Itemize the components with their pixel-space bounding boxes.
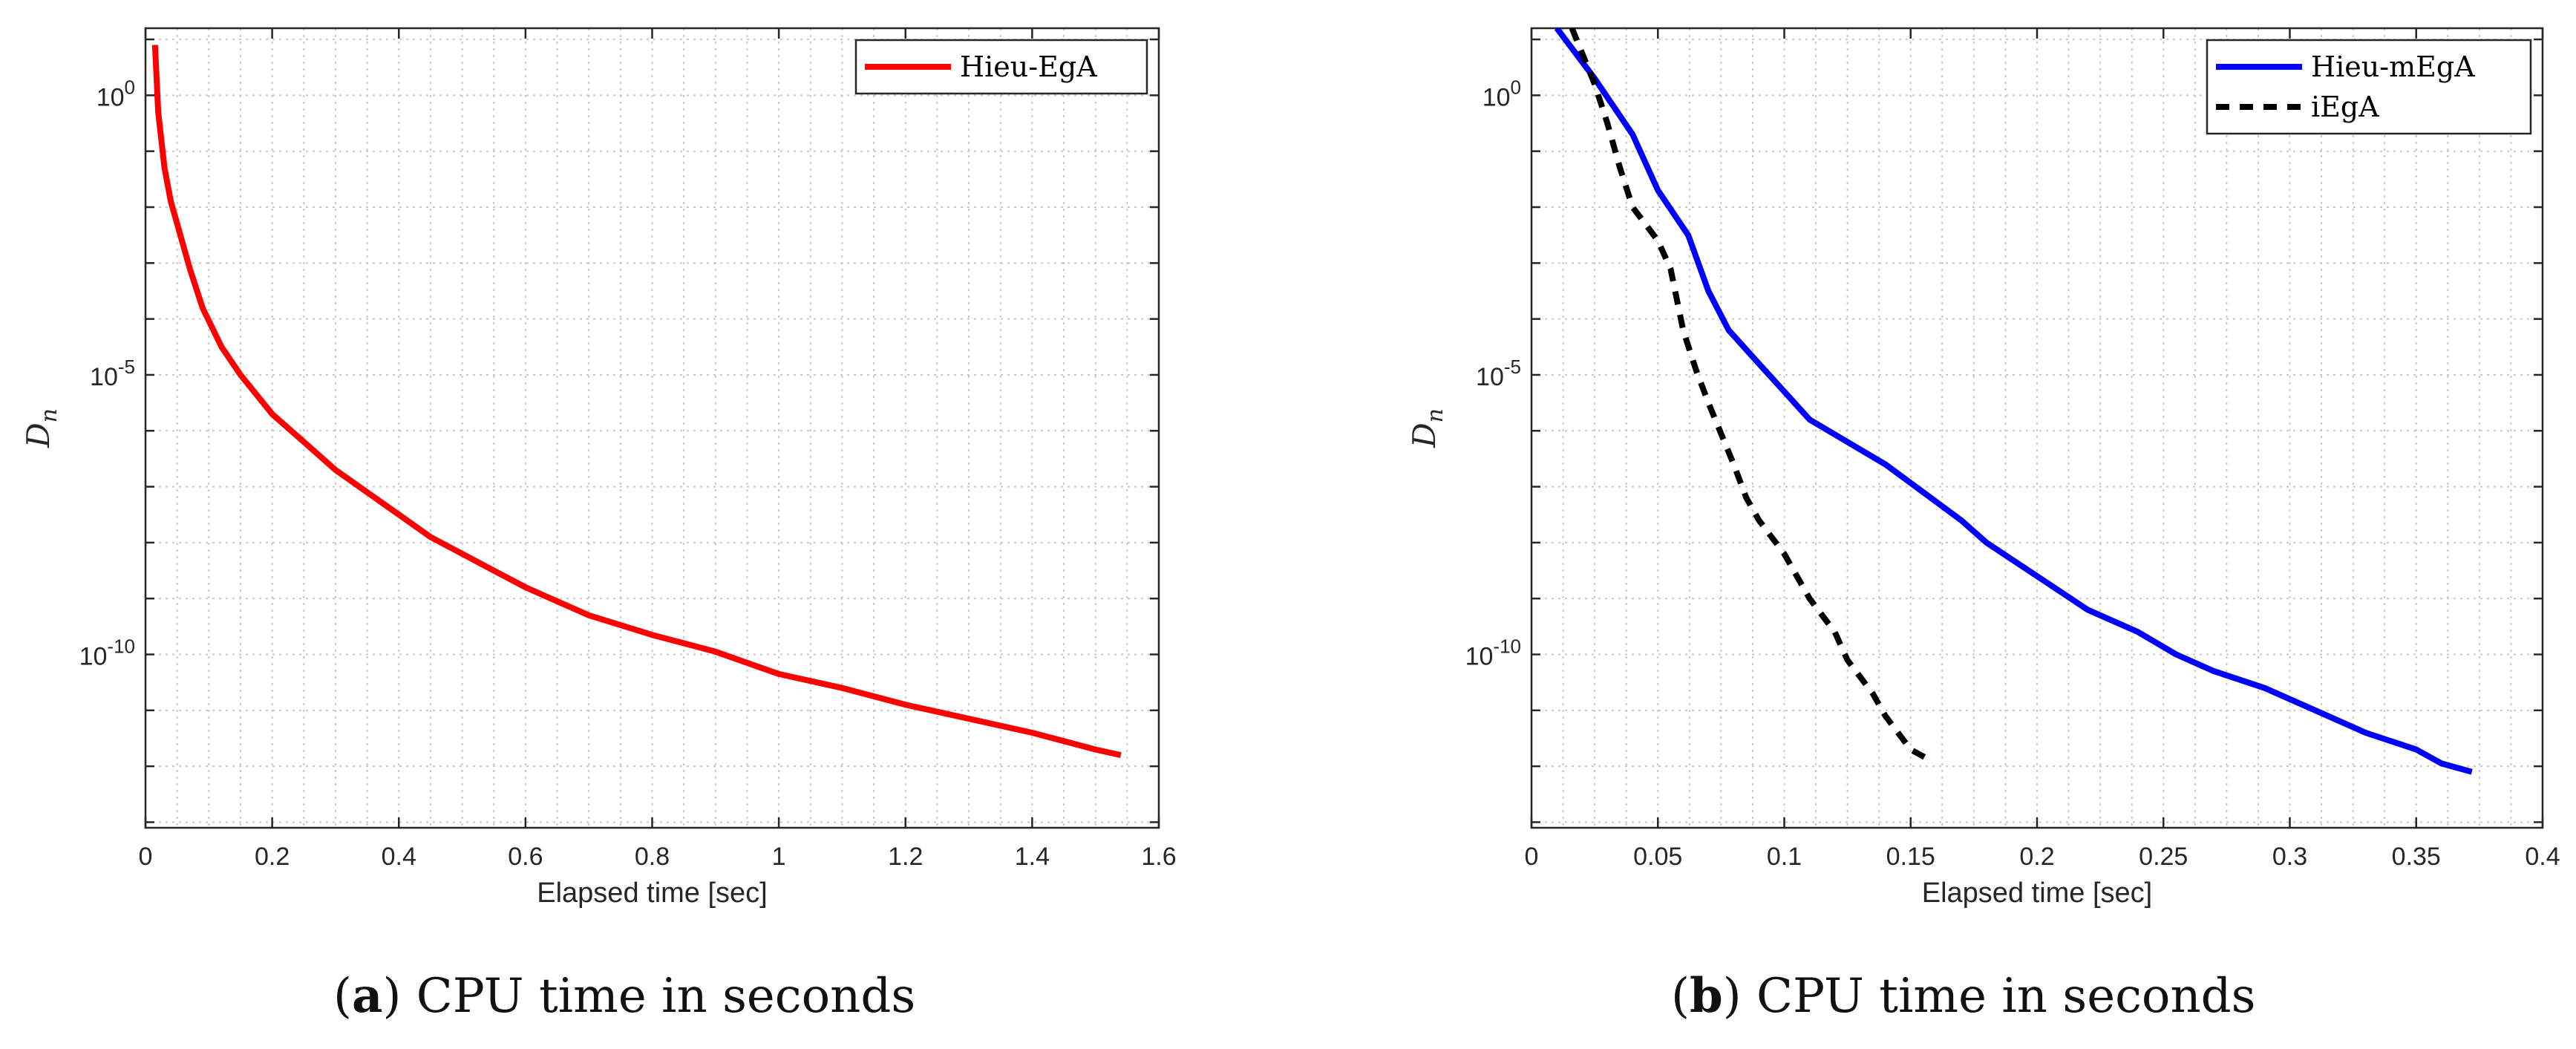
chart1-grid xyxy=(1531,28,2543,828)
chart1-plot-area xyxy=(1531,28,2543,828)
chart1-y-tick-label: 100 xyxy=(1482,76,1521,111)
chart0-y-tick-label: 100 xyxy=(97,76,135,111)
caption-b-open: ( xyxy=(1671,969,1690,1024)
caption-b-text: ) CPU time in seconds xyxy=(1723,969,2256,1024)
chart1-series-hieu-mega xyxy=(1554,28,2473,775)
chart1-x-tick-label: 0.25 xyxy=(2139,843,2188,871)
chart1-legend: Hieu-mEgA iEgA xyxy=(2206,39,2532,135)
chart1-y-tick-label: 10-10 xyxy=(1465,635,1521,671)
chart0-x-tick-label: 1.4 xyxy=(1015,843,1050,871)
caption-a-letter: a xyxy=(352,968,382,1024)
caption-a: (a) CPU time in seconds xyxy=(333,968,915,1024)
chart0-x-tick-label: 1.2 xyxy=(888,843,923,871)
chart0-y-axis-label: Dn xyxy=(20,408,62,448)
chart1-x-tick-label: 0.05 xyxy=(1633,843,1682,871)
chart1-legend-label: iEgA xyxy=(2311,91,2379,123)
chart1-x-axis-label: Elapsed time [sec] xyxy=(1922,878,2152,909)
chart0-series-hieu-ega xyxy=(151,45,1122,759)
chart1-y-tick-label: 10-5 xyxy=(1476,356,1521,391)
chart0-y-tick-label: 10-10 xyxy=(79,635,135,671)
chart0-y-tick-label: 10-5 xyxy=(90,356,135,391)
caption-b: (b) CPU time in seconds xyxy=(1671,968,2255,1024)
chart0-legend-label: Hieu-EgA xyxy=(960,50,1097,83)
caption-a-open: ( xyxy=(333,969,352,1024)
chart0-legend: Hieu-EgA xyxy=(854,39,1148,95)
chart1-x-tick-label: 0.1 xyxy=(1767,843,1802,871)
chart0-x-tick-label: 0.8 xyxy=(635,843,670,871)
chart1-y-axis-label: Dn xyxy=(1406,408,1448,448)
chart0-x-tick-label: 0.2 xyxy=(255,843,290,871)
chart-panel-b: 0 0.05 0.1 0.15 0.2 0.25 0.3 0.35 0.4 100 10-5 10-1… xyxy=(1406,27,2560,909)
chart0-grid xyxy=(145,28,1160,828)
chart1-x-tick-label: 0.3 xyxy=(2272,843,2307,871)
caption-a-text: ) CPU time in seconds xyxy=(382,969,915,1024)
chart0-plot-area xyxy=(146,28,1159,828)
chart1-x-tick-label: 0.2 xyxy=(2019,843,2054,871)
chart1-x-tick-label: 0.4 xyxy=(2525,843,2560,871)
chart1-x-tick-label: 0.35 xyxy=(2392,843,2441,871)
chart1-x-tick-label: 0.15 xyxy=(1886,843,1935,871)
chart0-x-tick-label: 1.6 xyxy=(1141,843,1176,871)
chart-panel-a: 0 0.2 0.4 0.6 0.8 1 1.2 1.4 1.6 100 10-5 10-10 Elaps… xyxy=(20,27,1177,909)
chart0-x-tick-label: 0 xyxy=(139,843,153,871)
caption-b-letter: b xyxy=(1690,968,1723,1024)
chart0-x-tick-label: 0.4 xyxy=(382,843,416,871)
chart1-legend-label: Hieu-mEgA xyxy=(2311,50,2475,83)
chart0-x-tick-label: 0.6 xyxy=(508,843,543,871)
chart1-legend-box xyxy=(2206,39,2532,135)
chart1-series-iega xyxy=(1569,28,1932,764)
chart0-x-tick-label: 1 xyxy=(772,843,786,871)
chart1-x-tick-label: 0 xyxy=(1525,843,1539,871)
chart0-x-axis-label: Elapsed time [sec] xyxy=(537,878,767,909)
